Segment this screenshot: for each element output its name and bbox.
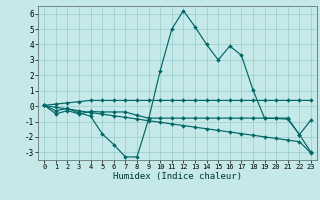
X-axis label: Humidex (Indice chaleur): Humidex (Indice chaleur): [113, 172, 242, 181]
